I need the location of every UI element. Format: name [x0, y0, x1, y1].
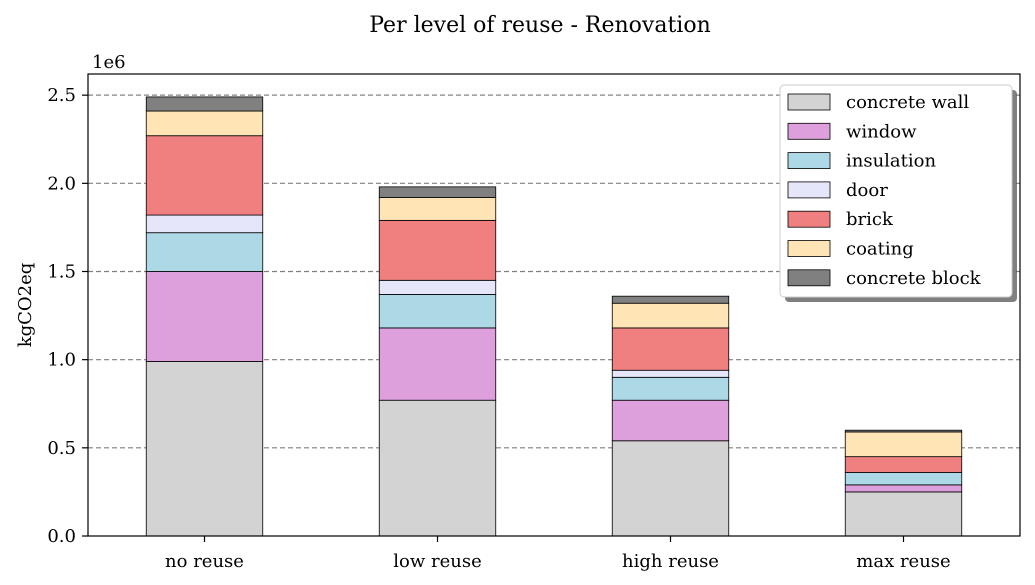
bar-segment-coating [844, 431, 963, 458]
bar-segment-coating [378, 197, 497, 221]
legend-box [779, 84, 1013, 298]
bar-segment-coating [145, 110, 264, 137]
bar-segment-window [611, 399, 730, 442]
legend-swatch [787, 181, 831, 199]
bar-segment-insulation [611, 376, 730, 401]
y-tick-label: 0.5 [47, 438, 76, 459]
y-offset-label: 1e6 [92, 52, 126, 73]
bar-segment-concrete-block [611, 295, 730, 304]
plot-frame [87, 73, 1021, 537]
bar-segment-door [145, 214, 264, 234]
legend-label: door [846, 180, 888, 201]
legend-label: brick [846, 209, 894, 230]
bar-segment-window [378, 327, 497, 401]
legend-swatch [787, 152, 831, 170]
bar-segment-insulation [844, 472, 963, 486]
x-tick-label: high reuse [622, 551, 719, 572]
y-tick-label: 1.5 [47, 261, 76, 282]
y-tick-label: 0.0 [47, 526, 76, 547]
bar-segment-brick [844, 456, 963, 473]
bar-segment-concrete-block [145, 96, 264, 112]
bar-segment-concrete-block [844, 429, 963, 433]
y-tick-label: 1.0 [47, 350, 76, 371]
y-tick-label: 2.5 [47, 85, 76, 106]
x-tick-label: no reuse [165, 551, 244, 572]
legend-label: insulation [846, 151, 936, 172]
bar-segment-concrete-wall [611, 440, 730, 537]
legend-swatch [787, 122, 831, 140]
bar-segment-coating [611, 302, 730, 329]
legend-label: concrete wall [846, 92, 969, 113]
legend-swatch [787, 210, 831, 228]
chart-title: Per level of reuse - Renovation [369, 13, 711, 38]
y-axis-label: kgCO2eq [15, 263, 36, 348]
bar-segment-window [145, 271, 264, 362]
bar-segment-door [611, 369, 730, 378]
x-tick-label: low reuse [393, 551, 481, 572]
bar-segment-brick [145, 135, 264, 216]
bar-segment-concrete-wall [378, 399, 497, 537]
legend: concrete wall window insulation door brick co… [779, 84, 1017, 302]
legend-swatch [787, 240, 831, 257]
bar-segment-brick [378, 219, 497, 281]
bars [145, 96, 963, 537]
y-tick-label: 2.0 [47, 173, 76, 194]
bar-segment-insulation [145, 232, 264, 272]
bar-segment-brick [611, 327, 730, 371]
legend-swatch [787, 269, 831, 287]
bar-segment-insulation [378, 294, 497, 329]
axes: 0.0 0.5 1.0 1.5 2.0 2.5 no reuse low reuse high … [47, 85, 950, 572]
bar-segment-concrete-wall [844, 491, 963, 537]
legend-label: concrete block [846, 268, 982, 289]
bar-segment-door [378, 279, 497, 295]
bar-segment-concrete-block [378, 186, 497, 198]
x-tick-label: max reuse [856, 551, 950, 572]
legend-swatch [787, 93, 831, 111]
bar-segment-concrete-wall [145, 361, 264, 537]
legend-label: coating [846, 239, 914, 260]
legend-label: window [846, 121, 917, 142]
bar-segment-window [844, 484, 963, 493]
